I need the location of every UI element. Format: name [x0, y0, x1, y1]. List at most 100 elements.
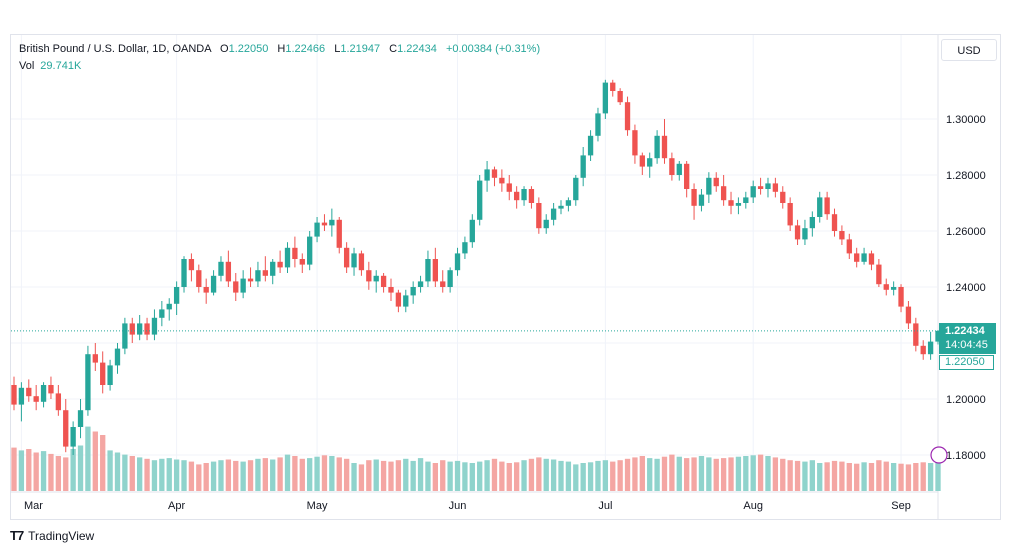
- candle[interactable]: [454, 247, 461, 276]
- candle[interactable]: [757, 177, 764, 195]
- candle[interactable]: [233, 273, 239, 301]
- candle[interactable]: [432, 247, 439, 287]
- candle[interactable]: [883, 278, 889, 296]
- candle[interactable]: [203, 278, 209, 304]
- candle[interactable]: [358, 250, 365, 276]
- candle[interactable]: [513, 186, 520, 209]
- candle[interactable]: [536, 197, 542, 234]
- candle[interactable]: [831, 208, 838, 237]
- candle[interactable]: [292, 236, 298, 268]
- candle[interactable]: [166, 298, 172, 321]
- candle[interactable]: [188, 253, 195, 282]
- candle[interactable]: [33, 385, 39, 411]
- candle[interactable]: [107, 359, 113, 391]
- candle[interactable]: [573, 175, 579, 206]
- candle[interactable]: [48, 376, 54, 399]
- candle[interactable]: [935, 329, 941, 345]
- candle[interactable]: [698, 189, 705, 212]
- candle[interactable]: [676, 161, 682, 181]
- candle[interactable]: [395, 289, 402, 313]
- candle[interactable]: [854, 247, 860, 268]
- candle[interactable]: [876, 259, 882, 287]
- candle[interactable]: [713, 172, 719, 192]
- candle[interactable]: [151, 309, 158, 341]
- candle[interactable]: [70, 421, 76, 455]
- candle[interactable]: [18, 382, 25, 422]
- candle[interactable]: [469, 214, 475, 248]
- candle[interactable]: [684, 161, 690, 198]
- candle[interactable]: [343, 242, 350, 273]
- candle[interactable]: [366, 261, 372, 290]
- candle[interactable]: [780, 186, 786, 209]
- candle[interactable]: [196, 264, 202, 293]
- candle[interactable]: [824, 191, 830, 220]
- candle[interactable]: [817, 191, 823, 223]
- symbol-title[interactable]: British Pound / U.S. Dollar, 1D, OANDA: [19, 43, 211, 55]
- candle[interactable]: [595, 107, 601, 142]
- candle[interactable]: [417, 275, 424, 293]
- candle[interactable]: [528, 186, 535, 209]
- candle[interactable]: [410, 281, 416, 304]
- candle[interactable]: [610, 79, 616, 97]
- candle[interactable]: [55, 385, 62, 416]
- candle[interactable]: [262, 256, 268, 282]
- events-icon[interactable]: [930, 446, 948, 464]
- candle[interactable]: [499, 169, 505, 192]
- candle[interactable]: [388, 278, 394, 301]
- candle[interactable]: [639, 152, 645, 175]
- candle[interactable]: [114, 343, 121, 374]
- candle[interactable]: [743, 191, 749, 209]
- candle[interactable]: [558, 200, 564, 215]
- candle[interactable]: [373, 270, 379, 293]
- candle[interactable]: [40, 382, 47, 408]
- candle[interactable]: [787, 197, 793, 231]
- candle[interactable]: [580, 147, 586, 187]
- candle[interactable]: [890, 281, 897, 296]
- candle[interactable]: [447, 267, 453, 293]
- candle[interactable]: [181, 256, 187, 293]
- candle[interactable]: [122, 317, 128, 355]
- candle[interactable]: [77, 399, 84, 439]
- candle[interactable]: [794, 219, 801, 245]
- candle[interactable]: [846, 233, 852, 259]
- candle[interactable]: [100, 351, 106, 394]
- candle[interactable]: [63, 399, 69, 453]
- candle[interactable]: [277, 250, 283, 273]
- candle[interactable]: [284, 242, 291, 273]
- candle[interactable]: [270, 259, 276, 285]
- candle[interactable]: [602, 79, 609, 119]
- candle[interactable]: [255, 261, 261, 287]
- candle[interactable]: [218, 256, 224, 282]
- volume-label[interactable]: Vol: [19, 60, 35, 72]
- candle[interactable]: [868, 250, 875, 271]
- candle[interactable]: [765, 177, 771, 198]
- candle[interactable]: [772, 177, 779, 198]
- candle[interactable]: [403, 289, 409, 313]
- candle[interactable]: [425, 250, 431, 287]
- candle[interactable]: [927, 331, 934, 360]
- candle[interactable]: [617, 88, 623, 105]
- candle[interactable]: [144, 317, 150, 341]
- candle[interactable]: [240, 270, 246, 299]
- candle[interactable]: [550, 203, 557, 226]
- candle[interactable]: [898, 284, 904, 313]
- candle[interactable]: [462, 236, 468, 259]
- candle[interactable]: [735, 197, 742, 215]
- currency-button[interactable]: USD: [941, 39, 997, 61]
- candle[interactable]: [728, 191, 734, 215]
- candle[interactable]: [521, 186, 527, 206]
- candle[interactable]: [477, 175, 483, 226]
- candle[interactable]: [247, 267, 254, 287]
- candle[interactable]: [654, 130, 660, 164]
- candle[interactable]: [210, 270, 217, 296]
- candle[interactable]: [861, 247, 867, 265]
- candle[interactable]: [706, 172, 712, 203]
- candle[interactable]: [225, 250, 232, 287]
- candle[interactable]: [129, 317, 135, 343]
- candle[interactable]: [565, 197, 572, 212]
- candle[interactable]: [314, 217, 320, 243]
- candle[interactable]: [491, 166, 498, 187]
- candle[interactable]: [543, 214, 549, 234]
- candle[interactable]: [299, 253, 305, 273]
